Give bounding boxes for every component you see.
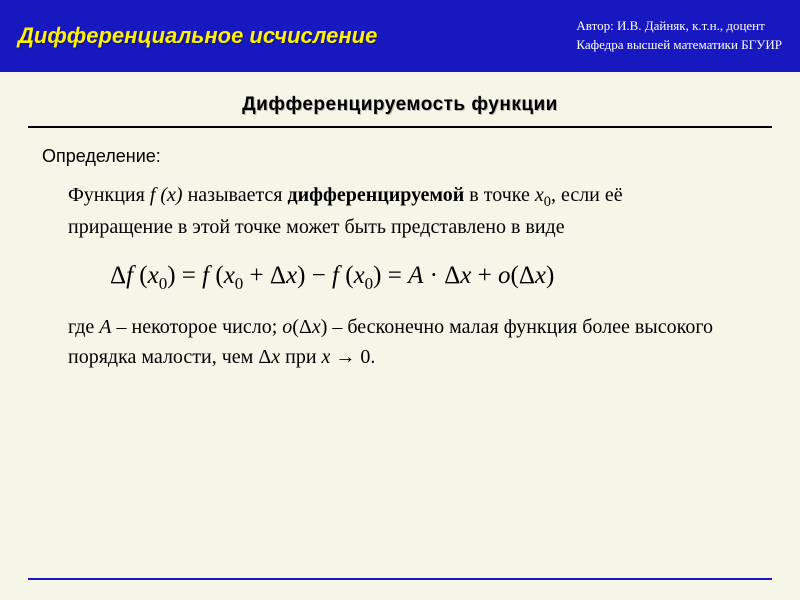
f-s3: 0 [365,274,374,293]
p2-arrow: → [330,346,360,368]
f-A: A [408,262,423,289]
f-cdot: · [423,262,444,289]
p1-after-bold: в точке [464,184,535,206]
f-x1: x [148,262,159,289]
p1-fx: f (x) [150,184,183,206]
f-minus: − [312,262,332,289]
section-divider [28,126,772,128]
f-f1: f [126,262,139,289]
p2-preA: где [68,316,99,338]
header-bar: Дифференциальное исчисление Автор: И.В. … [0,0,800,72]
definition-label: Определение: [42,146,800,167]
author-block: Автор: И.В. Дайняк, к.т.н., доцент Кафед… [576,17,782,55]
f-s1: 0 [159,274,168,293]
f-rp3: ) [373,262,388,289]
f-delta4: Δ [519,262,535,289]
f-plus1: + [243,262,270,289]
definition-paragraph-2: где A – некоторое число; o(Δx) – бесконе… [68,312,740,372]
main-formula: Δf (x0) = f (x0 + Δx) − f (x0) = A · Δx … [110,262,800,294]
p1-x0x: x [535,184,544,206]
p2-postA: – некоторое число; [111,316,282,338]
p2-delta-end: Δ [258,346,271,368]
f-lp4: ( [511,262,519,289]
p2-o: o [282,316,292,338]
f-x2: x [224,262,235,289]
p2-xo: x [312,316,321,338]
f-delta2: Δ [270,262,286,289]
p1-pre: Функция [68,184,150,206]
author-line-2: Кафедра высшей математики БГУИР [576,36,782,55]
f-x3: x [286,262,297,289]
f-rp1: ) [167,262,182,289]
f-rp4: ) [546,262,554,289]
f-x5: x [460,262,471,289]
definition-paragraph-1: Функция f (x) называется дифференцируемо… [68,181,732,242]
f-x4: x [354,262,365,289]
f-rp2: ) [297,262,312,289]
section-title: Дифференцируемость функции [0,94,800,116]
p2-zero: 0. [360,346,375,368]
footer-divider [28,578,772,580]
f-plus2: + [471,262,498,289]
course-title: Дифференциальное исчисление [18,23,377,49]
f-f3: f [332,262,345,289]
author-line-1: Автор: И.В. Дайняк, к.т.н., доцент [576,17,782,36]
f-f2: f [202,262,215,289]
p1-x00: 0 [544,194,551,210]
f-lp2: ( [215,262,223,289]
f-o: o [498,262,511,289]
p2-delta-o: Δ [299,316,312,338]
p1-bold: дифференцируемой [288,184,465,206]
p2-pri: при [280,346,321,368]
f-lp1: ( [139,262,147,289]
f-x6: x [535,262,546,289]
f-lp3: ( [345,262,353,289]
f-eq2: = [388,262,408,289]
p2-lpo: ( [292,316,299,338]
p2-A: A [99,316,111,338]
f-delta3: Δ [444,262,460,289]
f-delta1: Δ [110,262,126,289]
f-eq1: = [182,262,202,289]
p2-x-end: x [271,346,280,368]
p1-post: называется [183,184,288,206]
